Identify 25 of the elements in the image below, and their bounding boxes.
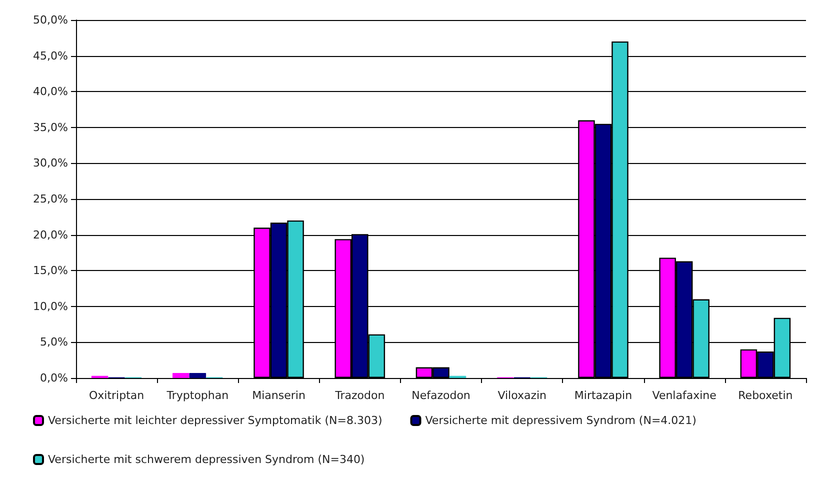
bar [172, 372, 190, 378]
x-tick-label: Oxitriptan [88, 389, 144, 402]
x-tick-label: Mianserin [252, 389, 306, 402]
y-tick-label: 0,0% [40, 372, 68, 384]
legend-label: Versicherte mit depressivem Syndrom (N=4.021) [425, 414, 696, 427]
y-tick-label: 50,0% [33, 14, 68, 26]
x-tick-label: Mirtazapin [574, 389, 632, 402]
y-tick-label: 45,0% [33, 49, 68, 62]
y-tick-label: 5,0% [40, 336, 68, 349]
legend-label: Versicherte mit leichter depressiver Symptomatik (N=8.303) [48, 414, 382, 427]
x-tick-label: Viloxazin [498, 389, 547, 402]
y-tick-label: 35,0% [33, 120, 68, 134]
x-tick-label: Nefazodon [412, 389, 470, 402]
legend-label: Versicherte mit schwerem depressiven Syndrom (N=340) [48, 453, 365, 466]
x-tick-label: Venlafaxine [652, 389, 717, 402]
y-tick-label: 10,0% [33, 300, 68, 313]
y-tick-label: 30,0% [33, 156, 68, 170]
bar [189, 372, 206, 378]
y-tick-label: 15,0% [33, 264, 68, 278]
y-tick-label: 20,0% [33, 228, 68, 242]
y-tick-label: 40,0% [33, 85, 68, 98]
y-tick-label: 25,0% [33, 192, 68, 206]
x-tick-label: Trazodon [334, 389, 385, 402]
x-tick-label: Reboxetin [738, 389, 793, 402]
x-tick-label: Tryptophan [166, 389, 229, 402]
